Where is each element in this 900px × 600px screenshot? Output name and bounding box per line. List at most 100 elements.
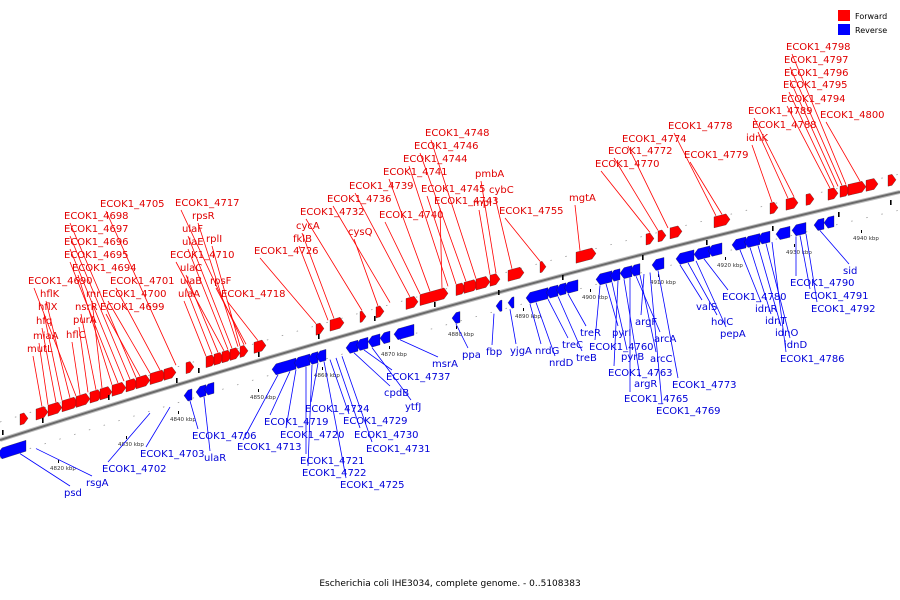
legend-forward-label: Forward — [855, 12, 887, 21]
reverse-gene-label: valS — [696, 302, 717, 313]
forward-gene-block — [19, 412, 29, 426]
legend-reverse-swatch — [838, 24, 850, 35]
forward-label-leader — [613, 157, 659, 231]
reverse-gene-label: msrA — [432, 359, 458, 370]
forward-gene-label: rpsR — [192, 211, 215, 222]
forward-gene-label: ECOK1_4755 — [499, 206, 564, 217]
reverse-gene-label: ECOK1_4765 — [624, 394, 689, 405]
reverse-label-leader — [799, 235, 811, 290]
forward-label-leader — [69, 235, 131, 380]
forward-gene-block — [657, 229, 667, 243]
backbone-tick — [772, 226, 774, 231]
forward-gene-label: ulaC — [180, 263, 202, 274]
reverse-label-leader — [323, 361, 347, 479]
forward-label-leader — [33, 287, 77, 397]
reverse-label-leader — [329, 359, 350, 415]
reverse-gene-block — [675, 249, 695, 265]
reverse-gene-label: fbp — [486, 347, 502, 358]
forward-label-leader — [825, 121, 861, 182]
scale-tick-mark — [126, 436, 127, 439]
forward-gene-label: cysQ — [348, 227, 373, 238]
forward-gene-label: ECOK1_4800 — [820, 110, 885, 121]
reverse-label-leader — [363, 349, 393, 371]
reverse-gene-block — [507, 296, 515, 309]
reverse-gene-block — [775, 226, 791, 240]
reverse-label-leader — [739, 249, 762, 303]
forward-label-leader — [215, 287, 247, 345]
reverse-gene-label: ECOK1_4724 — [305, 404, 370, 415]
forward-gene-label: ECOK1_4741 — [383, 167, 448, 178]
forward-gene-block — [507, 266, 525, 282]
forward-gene-label: ECOK1_4798 — [786, 42, 851, 53]
reverse-gene-block — [743, 233, 761, 248]
reverse-label-leader — [547, 298, 569, 339]
forward-label-leader — [91, 300, 103, 388]
scale-tick-mark — [861, 230, 862, 233]
forward-label-leader — [115, 287, 161, 371]
reverse-label-leader — [567, 293, 587, 327]
backbone-tick — [642, 255, 644, 260]
forward-label-leader — [751, 144, 773, 203]
scale-tick-mark — [590, 289, 591, 292]
forward-label-leader — [226, 300, 259, 341]
reverse-label-leader — [679, 264, 703, 301]
reverse-gene-label: pepA — [720, 329, 746, 340]
forward-gene-block — [253, 339, 267, 354]
forward-gene-block — [405, 296, 419, 310]
reverse-gene-block — [609, 268, 621, 282]
forward-gene-block — [805, 193, 815, 206]
reverse-gene-label: ECOK1_4720 — [280, 430, 345, 441]
map-caption: Escherichia coli IHE3034, complete genom… — [319, 579, 580, 589]
forward-gene-label: ECOK1_4705 — [100, 199, 165, 210]
forward-label-leader — [80, 313, 97, 390]
reverse-gene-label: ECOK1_4790 — [790, 278, 855, 289]
forward-label-leader — [494, 196, 513, 269]
reverse-gene-label: ECOK1_4760 — [589, 342, 654, 353]
scale-tick-label: 4940 kbp — [853, 236, 879, 242]
forward-label-leader — [107, 300, 151, 374]
forward-label-leader — [574, 204, 581, 251]
forward-gene-label: ECOK1_4789 — [748, 106, 813, 117]
forward-label-leader — [185, 287, 213, 355]
reverse-label-leader — [695, 260, 727, 328]
forward-label-leader — [105, 210, 177, 366]
forward-gene-label: ECOK1_4726 — [254, 246, 319, 257]
forward-gene-block — [847, 181, 867, 196]
forward-gene-label: ECOK1_4701 — [110, 276, 175, 287]
forward-gene-block — [769, 201, 779, 215]
forward-label-leader — [388, 178, 431, 292]
forward-gene-label: ECOK1_4744 — [403, 154, 468, 165]
backbone-tick — [498, 290, 500, 295]
reverse-gene-label: sid — [843, 266, 857, 277]
reverse-label-leader — [35, 448, 93, 477]
scale-tick-label: 4830 kbp — [118, 442, 144, 448]
forward-label-leader — [757, 131, 789, 199]
forward-gene-label: fklB — [293, 234, 312, 245]
reverse-gene-block — [619, 265, 633, 279]
reverse-label-leader — [649, 272, 663, 405]
forward-gene-label: miaA — [33, 331, 59, 342]
reverse-label-leader — [594, 285, 601, 341]
reverse-gene-label: nrdD — [549, 358, 574, 369]
forward-gene-block — [47, 401, 63, 417]
forward-gene-label: pmbA — [475, 169, 504, 180]
scale-tick-label: 4860 kbp — [314, 373, 340, 379]
reverse-gene-label: ytfJ — [405, 402, 421, 413]
reverse-gene-block — [629, 263, 641, 277]
forward-gene-block — [785, 197, 799, 211]
reverse-label-leader — [307, 364, 313, 467]
forward-label-leader — [673, 132, 717, 217]
reverse-gene-block — [693, 245, 711, 261]
forward-gene-label: ECOK1_4694 — [72, 263, 137, 274]
reverse-gene-label: pyrB — [621, 352, 644, 363]
scale-tick-mark — [258, 389, 259, 392]
reverse-label-leader — [310, 363, 319, 403]
forward-label-leader — [78, 326, 89, 393]
backbone-tick — [108, 395, 110, 400]
forward-gene-block — [645, 232, 655, 246]
forward-gene-label: ECOK1_4778 — [668, 121, 733, 132]
forward-gene-block — [575, 247, 597, 264]
forward-label-leader — [183, 300, 207, 357]
forward-label-leader — [69, 261, 119, 384]
